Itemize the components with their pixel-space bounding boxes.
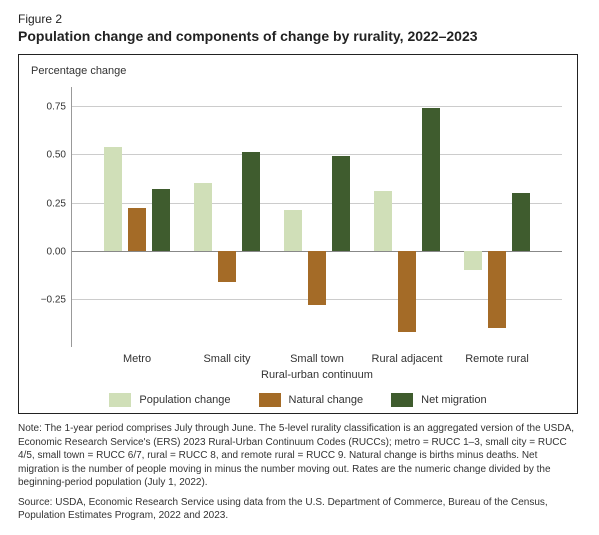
bar [194, 183, 212, 250]
y-tick-label: 0.50 [47, 150, 72, 161]
y-axis-title: Percentage change [31, 65, 126, 77]
figure-source: Source: USDA, Economic Research Service … [18, 496, 581, 523]
bar [284, 210, 302, 250]
legend-swatch [391, 393, 413, 407]
x-tick-label: Rural adjacent [362, 353, 452, 365]
bar [104, 147, 122, 251]
legend-label: Net migration [421, 394, 486, 406]
x-tick-label: Small town [272, 353, 362, 365]
legend-label: Population change [139, 394, 230, 406]
gridline: 0.25 [72, 203, 562, 204]
bar [422, 108, 440, 251]
gridline: 0.75 [72, 106, 562, 107]
figure-container: Figure 2 Population change and component… [0, 0, 599, 535]
bar [242, 152, 260, 250]
y-tick-label: 0.00 [47, 246, 72, 257]
legend-item-population-change: Population change [109, 393, 230, 407]
figure-label: Figure 2 [18, 12, 581, 26]
bar [398, 251, 416, 332]
bar [218, 251, 236, 282]
bar [488, 251, 506, 328]
legend-swatch [109, 393, 131, 407]
y-tick-label: 0.25 [47, 198, 72, 209]
legend-swatch [259, 393, 281, 407]
legend: Population change Natural change Net mig… [19, 393, 577, 407]
legend-label: Natural change [289, 394, 364, 406]
figure-title: Population change and components of chan… [18, 28, 581, 44]
bar [308, 251, 326, 305]
bar [152, 189, 170, 251]
figure-note: Note: The 1-year period comprises July t… [18, 422, 581, 490]
x-tick-label: Metro [92, 353, 182, 365]
bar [332, 156, 350, 250]
x-tick-label: Remote rural [452, 353, 542, 365]
bar [128, 208, 146, 250]
y-tick-label: 0.75 [47, 102, 72, 113]
legend-item-net-migration: Net migration [391, 393, 486, 407]
bar [374, 191, 392, 251]
y-tick-label: −0.25 [41, 294, 72, 305]
plot-area: Rural-urban continuum −0.250.000.250.500… [71, 87, 562, 347]
x-axis-title: Rural-urban continuum [261, 369, 373, 381]
x-tick-label: Small city [182, 353, 272, 365]
chart-frame: Percentage change Rural-urban continuum … [18, 54, 578, 414]
bar [464, 251, 482, 270]
legend-item-natural-change: Natural change [259, 393, 364, 407]
bar [512, 193, 530, 251]
gridline: 0.50 [72, 154, 562, 155]
